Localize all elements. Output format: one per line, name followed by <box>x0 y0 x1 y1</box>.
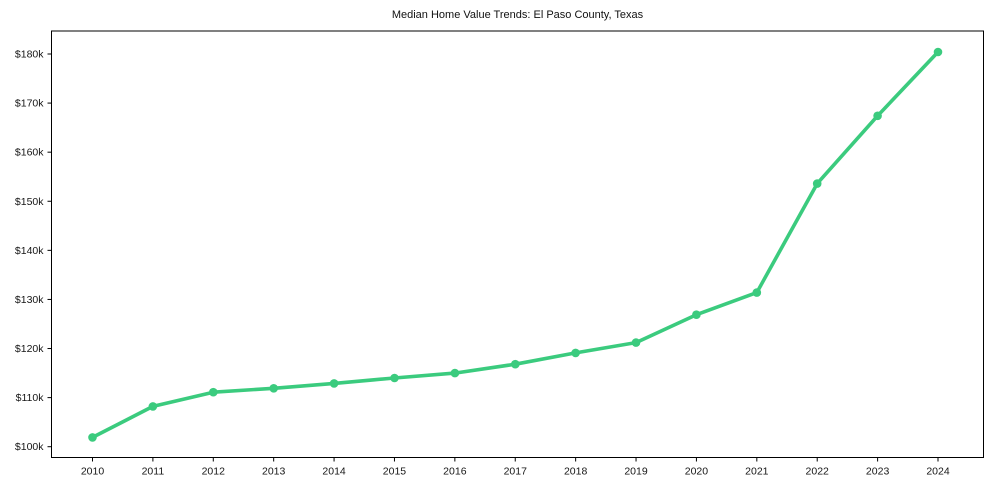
y-axis-tick-label: $110k <box>16 392 45 404</box>
x-axis-tick-label: 2012 <box>202 466 226 478</box>
x-axis-tick-label: 2019 <box>624 466 648 478</box>
x-axis-tick-label: 2011 <box>142 466 165 478</box>
data-point-2010 <box>88 433 97 442</box>
data-point-2013 <box>269 384 279 393</box>
trend-line <box>90 50 940 440</box>
data-point-2024 <box>933 47 943 57</box>
x-axis-tick-label: 2021 <box>745 466 769 478</box>
data-point-2017 <box>511 359 520 369</box>
data-point-2014 <box>329 379 339 388</box>
data-point-2019 <box>631 338 641 347</box>
x-axis-tick-label: 2013 <box>262 466 286 478</box>
x-axis-tick-label: 2023 <box>866 466 890 478</box>
x-axis-tick-label: 2022 <box>806 466 830 478</box>
x-axis-tick-label: 2016 <box>443 466 467 478</box>
data-point-2015 <box>390 373 399 383</box>
x-axis-tick-label: 2017 <box>504 466 528 478</box>
data-point-2020 <box>692 310 701 320</box>
x-axis-tick-label: 2014 <box>322 466 346 478</box>
x-axis-tick-label: 2015 <box>383 466 407 478</box>
y-axis-tick-label: $120k <box>15 343 44 355</box>
x-axis-tick-label: 2010 <box>81 466 105 478</box>
plot-border <box>51 30 984 458</box>
x-axis-tick-label: 2024 <box>926 466 950 478</box>
y-axis-tick-label: $160k <box>15 147 44 159</box>
data-point-2023 <box>873 111 882 121</box>
data-point-2011 <box>148 402 158 411</box>
y-axis-tick-label: $130k <box>15 294 44 306</box>
data-point-2018 <box>571 348 580 358</box>
y-axis-tick-label: $180k <box>15 48 44 60</box>
y-axis-tick-label: $170k <box>15 98 44 110</box>
data-point-2022 <box>812 179 822 188</box>
y-axis-tick-label: $140k <box>15 245 44 257</box>
data-point-2016 <box>450 368 460 378</box>
x-axis-tick-label: 2018 <box>564 466 588 478</box>
data-point-2021 <box>752 288 762 297</box>
data-point-2012 <box>209 387 218 397</box>
y-axis-tick-label: $150k <box>15 196 44 208</box>
x-axis-tick-label: 2020 <box>685 466 709 478</box>
chart-title: Median Home Value Trends: El Paso County… <box>391 9 644 21</box>
y-axis-tick-label: $100k <box>15 441 44 453</box>
